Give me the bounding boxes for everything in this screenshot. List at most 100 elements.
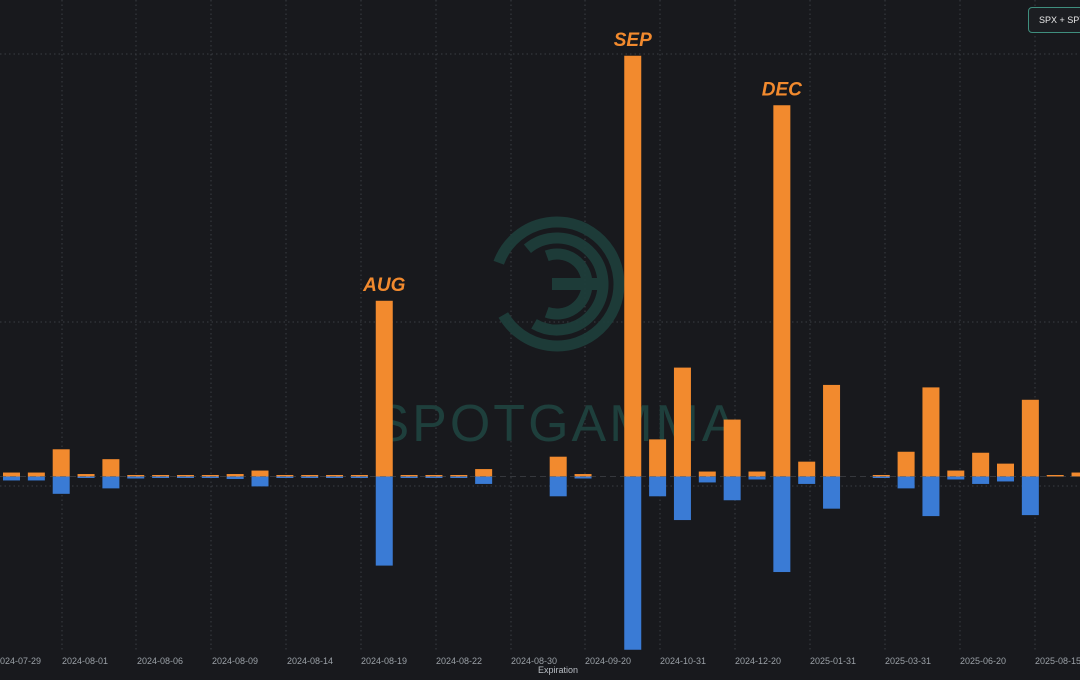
call-bar-16 [400, 475, 418, 477]
call-bar-5 [127, 475, 145, 477]
put-bar-3 [77, 476, 95, 478]
put-bar-22 [549, 476, 567, 497]
put-bar-36 [897, 476, 915, 489]
put-bar-27 [673, 476, 691, 521]
call-bar-19 [475, 469, 493, 477]
call-bar-35 [872, 475, 890, 477]
put-bar-38 [947, 476, 965, 480]
legend-label: SPX + SPY [1039, 15, 1080, 25]
put-bar-30 [748, 476, 766, 480]
put-bar-5 [127, 476, 145, 479]
call-bar-9 [226, 474, 244, 477]
put-bar-13 [326, 476, 344, 478]
x-tick-label: 2025-03-31 [885, 656, 931, 666]
put-bar-4 [102, 476, 120, 489]
call-bar-29 [723, 419, 741, 477]
call-bar-3 [77, 474, 95, 477]
call-bar-18 [450, 475, 468, 477]
x-tick-label: 2025-06-20 [960, 656, 1006, 666]
put-bar-0 [3, 476, 20, 481]
put-bar-37 [922, 476, 940, 517]
watermark-logo [493, 216, 625, 352]
x-tick-label: 2024-07-29 [0, 656, 41, 666]
call-bar-38 [947, 470, 965, 477]
put-bar-6 [152, 476, 170, 478]
put-bar-17 [425, 476, 443, 478]
x-tick-label: 2024-08-19 [361, 656, 407, 666]
call-bar-11 [276, 475, 294, 477]
call-bar-2 [52, 449, 70, 477]
watermark-bar [552, 278, 600, 290]
x-tick-label: 2024-08-06 [137, 656, 183, 666]
x-tick-label: 2024-09-20 [585, 656, 631, 666]
call-bar-4 [102, 459, 120, 477]
call-bar-17 [425, 475, 443, 477]
put-bar-35 [872, 476, 890, 478]
put-bar-14 [350, 476, 368, 478]
call-bar-32 [798, 461, 816, 477]
legend-toggle-button[interactable]: SPX + SPY [1028, 7, 1080, 33]
put-bar-15 [375, 476, 393, 566]
call-bar-0 [3, 472, 20, 477]
put-bar-32 [798, 476, 816, 484]
put-bar-19 [475, 476, 493, 484]
annotation-dec: DEC [762, 79, 802, 100]
put-bar-16 [400, 476, 418, 478]
x-tick-label: 2025-08-15 [1035, 656, 1080, 666]
call-bar-7 [176, 475, 194, 477]
put-bar-12 [301, 476, 319, 478]
call-bar-6 [152, 475, 170, 477]
watermark-arc-1 [523, 232, 609, 336]
bars [3, 55, 1080, 650]
call-bar-41 [1021, 399, 1039, 477]
call-bar-28 [698, 471, 716, 477]
call-bar-36 [897, 451, 915, 477]
annotation-aug: AUG [362, 275, 405, 296]
x-tick-label: 2024-08-14 [287, 656, 333, 666]
x-tick-label: 2024-08-01 [62, 656, 108, 666]
put-bar-41 [1021, 476, 1039, 516]
put-bar-7 [176, 476, 194, 478]
call-bar-33 [823, 384, 841, 477]
call-bar-39 [972, 452, 990, 477]
call-bar-22 [549, 456, 567, 477]
call-bar-23 [574, 474, 592, 477]
put-bar-9 [226, 476, 244, 479]
call-bar-27 [673, 367, 691, 477]
call-bar-43 [1071, 472, 1080, 477]
put-bar-40 [997, 476, 1014, 482]
call-bar-31 [773, 105, 791, 477]
x-tick-label: 2024-08-22 [436, 656, 482, 666]
put-bar-33 [823, 476, 841, 509]
x-tick-label: 2024-12-20 [735, 656, 781, 666]
x-tick-label: 2025-01-31 [810, 656, 856, 666]
x-tick-label: 2024-08-30 [511, 656, 557, 666]
grid [0, 0, 1080, 650]
put-bar-1 [27, 476, 45, 481]
x-tick-label: 2024-08-09 [212, 656, 258, 666]
put-bar-2 [52, 476, 70, 494]
call-bar-37 [922, 387, 940, 477]
call-bar-15 [375, 300, 393, 477]
call-bar-26 [649, 439, 667, 477]
call-bar-1 [27, 472, 45, 477]
call-bar-14 [350, 475, 368, 477]
call-bar-8 [201, 475, 219, 477]
put-bar-23 [574, 476, 592, 479]
put-bar-18 [450, 476, 468, 478]
put-bar-39 [972, 476, 990, 484]
put-bar-25 [624, 476, 642, 650]
call-bar-30 [748, 471, 766, 477]
call-bar-10 [251, 470, 269, 477]
put-bar-11 [276, 476, 294, 478]
put-bar-31 [773, 476, 791, 573]
put-bar-8 [201, 476, 219, 478]
annotation-sep: SEP [614, 30, 652, 51]
call-bar-13 [326, 475, 344, 477]
call-bar-25 [624, 55, 642, 477]
call-bar-40 [997, 463, 1014, 477]
put-bar-29 [723, 476, 741, 501]
put-bar-10 [251, 476, 269, 487]
